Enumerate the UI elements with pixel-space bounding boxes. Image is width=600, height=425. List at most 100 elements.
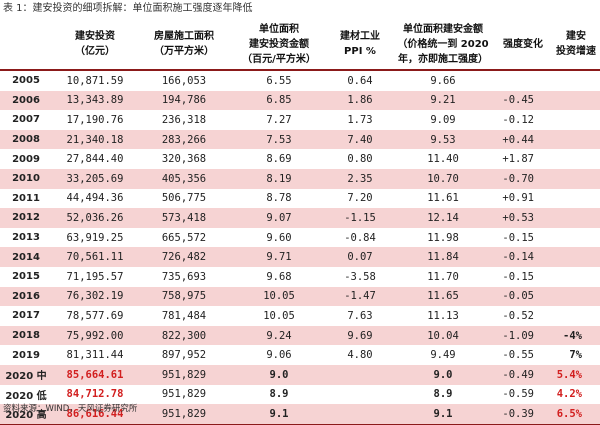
investment-cell: 13,343.89 bbox=[52, 90, 138, 111]
table-row: 2015 71,195.57 735,693 9.68 -3.58 11.70 -0.15 bbox=[0, 266, 600, 287]
ppi-cell: -3.58 bbox=[328, 266, 392, 287]
growth-cell: 5.4% bbox=[552, 364, 600, 385]
ppi-cell: 0.07 bbox=[328, 247, 392, 267]
growth-cell bbox=[552, 286, 600, 307]
header-line: （万平方米） bbox=[154, 46, 214, 57]
intensity-change-cell: -0.45 bbox=[494, 90, 552, 111]
unit-amount-cell: 8.9 bbox=[230, 384, 328, 405]
table-body: 2005 10,871.59 166,053 6.55 0.64 9.66 2006 13,3… bbox=[0, 70, 600, 425]
investment-cell: 70,561.11 bbox=[52, 247, 138, 267]
year-cell: 2017 bbox=[0, 306, 52, 326]
intensity-change-cell: -0.15 bbox=[494, 266, 552, 287]
investment-cell: 21,340.18 bbox=[52, 129, 138, 150]
ppi-cell: 1.73 bbox=[328, 110, 392, 130]
unit-amount-cell: 9.68 bbox=[230, 266, 328, 287]
adjusted-amount-cell: 10.70 bbox=[392, 168, 494, 189]
year-cell: 2014 bbox=[0, 247, 52, 267]
area-cell: 665,572 bbox=[138, 227, 230, 248]
intensity-change-cell: -0.52 bbox=[494, 306, 552, 326]
area-cell: 166,053 bbox=[138, 70, 230, 91]
intensity-change-cell: -0.05 bbox=[494, 286, 552, 307]
year-cell: 2020 低 bbox=[0, 384, 52, 405]
growth-cell: 7% bbox=[552, 345, 600, 365]
growth-cell bbox=[552, 247, 600, 267]
adjusted-amount-cell: 11.65 bbox=[392, 286, 494, 307]
unit-amount-cell: 9.60 bbox=[230, 227, 328, 248]
ppi-cell: 9.69 bbox=[328, 325, 392, 346]
table-row: 2013 63,919.25 665,572 9.60 -0.84 11.98 -0.15 bbox=[0, 227, 600, 248]
investment-cell: 33,205.69 bbox=[52, 168, 138, 189]
area-cell: 951,829 bbox=[138, 404, 230, 425]
table-row: 2007 17,190.76 236,318 7.27 1.73 9.09 -0.12 bbox=[0, 110, 600, 130]
intensity-change-cell: -0.39 bbox=[494, 404, 552, 425]
intensity-change-cell: -0.15 bbox=[494, 227, 552, 248]
header-row: 建安投资 （亿元） 房屋施工面积 （万平方米） 单位面积 建安投资金额 （百元/平方米） 建材… bbox=[0, 19, 600, 71]
intensity-change-cell: -0.12 bbox=[494, 110, 552, 130]
year-cell: 2013 bbox=[0, 227, 52, 248]
year-cell: 2011 bbox=[0, 188, 52, 209]
unit-amount-cell: 6.85 bbox=[230, 90, 328, 111]
table-row: 2020 低 84,712.78 951,829 8.9 8.9 -0.59 4.2% bbox=[0, 384, 600, 405]
growth-cell bbox=[552, 208, 600, 228]
year-cell: 2019 bbox=[0, 345, 52, 365]
header-line: （百元/平方米） bbox=[242, 53, 316, 65]
area-cell: 822,300 bbox=[138, 325, 230, 346]
unit-amount-cell: 9.07 bbox=[230, 208, 328, 228]
unit-amount-cell: 8.78 bbox=[230, 188, 328, 209]
adjusted-amount-cell: 9.09 bbox=[392, 110, 494, 130]
year-cell: 2010 bbox=[0, 168, 52, 189]
adjusted-amount-cell: 9.21 bbox=[392, 90, 494, 111]
investment-cell: 76,302.19 bbox=[52, 286, 138, 307]
table-row: 2005 10,871.59 166,053 6.55 0.64 9.66 bbox=[0, 70, 600, 91]
adjusted-amount-cell: 8.9 bbox=[392, 384, 494, 405]
ppi-cell: 7.63 bbox=[328, 306, 392, 326]
header-line: 房屋施工面积 bbox=[154, 31, 214, 42]
unit-amount-cell: 9.1 bbox=[230, 404, 328, 425]
investment-cell: 75,992.00 bbox=[52, 325, 138, 346]
year-cell: 2020 中 bbox=[0, 364, 52, 385]
unit-amount-cell: 9.71 bbox=[230, 247, 328, 267]
adjusted-amount-cell: 9.49 bbox=[392, 345, 494, 365]
adjusted-amount-cell: 12.14 bbox=[392, 208, 494, 228]
table-caption: 表 1：建安投资的细项拆解：单位面积施工强度逐年降低 bbox=[3, 3, 253, 14]
growth-cell bbox=[552, 227, 600, 248]
table-row: 2018 75,992.00 822,300 9.24 9.69 10.04 -1.09 -4… bbox=[0, 325, 600, 346]
investment-cell: 78,577.69 bbox=[52, 306, 138, 326]
area-cell: 320,368 bbox=[138, 149, 230, 169]
ppi-cell: 2.35 bbox=[328, 168, 392, 189]
ppi-cell: 0.64 bbox=[328, 70, 392, 91]
area-cell: 236,318 bbox=[138, 110, 230, 130]
table-row: 2008 21,340.18 283,266 7.53 7.40 9.53 +0.44 bbox=[0, 129, 600, 150]
ppi-cell: 7.40 bbox=[328, 129, 392, 150]
source-note: 资料来源：WIND，天风证券研究所 bbox=[3, 404, 138, 414]
unit-amount-cell: 8.19 bbox=[230, 168, 328, 189]
investment-cell: 52,036.26 bbox=[52, 208, 138, 228]
col-header-adjusted-amount: 单位面积建安金额 （价格统一到 2020 年，亦即施工强度） bbox=[392, 19, 494, 71]
investment-cell: 63,919.25 bbox=[52, 227, 138, 248]
header-line: 年，亦即施工强度） bbox=[398, 53, 488, 65]
unit-amount-cell: 9.06 bbox=[230, 345, 328, 365]
table-row: 2016 76,302.19 758,975 10.05 -1.47 11.65 -0.05 bbox=[0, 286, 600, 307]
area-cell: 951,829 bbox=[138, 364, 230, 385]
area-cell: 506,775 bbox=[138, 188, 230, 209]
table-row: 2011 44,494.36 506,775 8.78 7.20 11.61 +0.91 bbox=[0, 188, 600, 209]
year-cell: 2012 bbox=[0, 208, 52, 228]
table-row: 2020 中 85,664.61 951,829 9.0 9.0 -0.49 5.4% bbox=[0, 364, 600, 385]
col-header-growth: 建安 投资增速 bbox=[552, 19, 600, 71]
ppi-cell bbox=[328, 384, 392, 405]
year-cell: 2006 bbox=[0, 90, 52, 111]
table-row: 2014 70,561.11 726,482 9.71 0.07 11.84 -0.14 bbox=[0, 247, 600, 267]
header-line: PPI % bbox=[344, 46, 376, 57]
year-cell: 2015 bbox=[0, 266, 52, 287]
investment-cell: 44,494.36 bbox=[52, 188, 138, 209]
ppi-cell: 1.86 bbox=[328, 90, 392, 111]
adjusted-amount-cell: 11.61 bbox=[392, 188, 494, 209]
area-cell: 781,484 bbox=[138, 306, 230, 326]
adjusted-amount-cell: 11.40 bbox=[392, 149, 494, 169]
header-line: 建材工业 bbox=[340, 31, 380, 42]
investment-cell: 71,195.57 bbox=[52, 266, 138, 287]
investment-cell: 84,712.78 bbox=[52, 384, 138, 405]
growth-cell: -4% bbox=[552, 325, 600, 346]
growth-cell bbox=[552, 188, 600, 209]
intensity-change-cell: -0.55 bbox=[494, 345, 552, 365]
